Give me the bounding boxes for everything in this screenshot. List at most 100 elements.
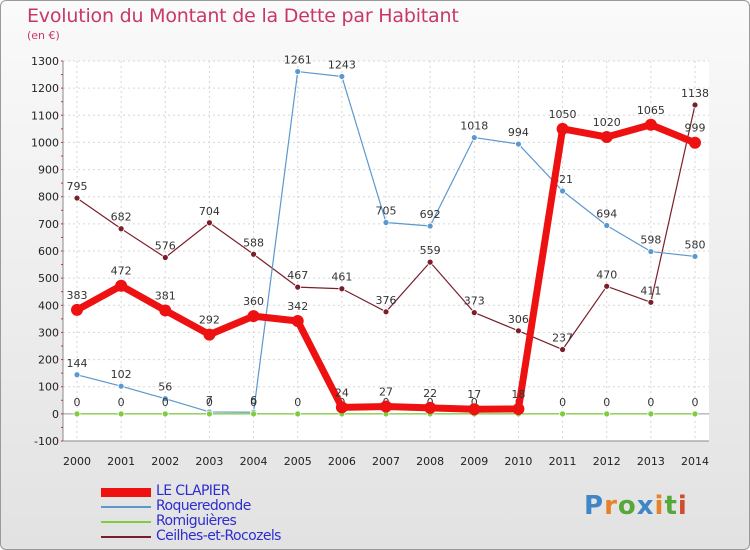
y-tick-label: 1300 bbox=[31, 55, 59, 68]
data-label: 598 bbox=[640, 234, 661, 247]
data-label: 1018 bbox=[460, 120, 488, 133]
data-point bbox=[117, 410, 125, 418]
data-point bbox=[161, 254, 169, 261]
data-point bbox=[247, 310, 260, 323]
legend-swatch bbox=[101, 521, 151, 523]
logo-letter: i bbox=[654, 491, 665, 521]
data-point bbox=[294, 410, 302, 418]
data-point bbox=[691, 101, 699, 109]
x-tick-label: 2009 bbox=[460, 455, 488, 468]
y-tick-label: 700 bbox=[38, 218, 59, 231]
data-point bbox=[644, 118, 657, 131]
data-point bbox=[647, 410, 655, 418]
logo-letter: r bbox=[604, 491, 618, 521]
data-label: 0 bbox=[471, 396, 478, 409]
x-tick-label: 2000 bbox=[63, 455, 91, 468]
data-label: 588 bbox=[243, 236, 264, 249]
data-label: 27 bbox=[379, 386, 393, 399]
data-label: 704 bbox=[199, 205, 220, 218]
data-label: 467 bbox=[287, 269, 308, 282]
data-label: 0 bbox=[692, 396, 699, 409]
data-point bbox=[559, 410, 566, 418]
data-label: 7 bbox=[206, 394, 213, 407]
y-tick-label: 200 bbox=[38, 354, 59, 367]
data-label: 1261 bbox=[284, 54, 312, 67]
data-label: 376 bbox=[376, 294, 397, 307]
y-tick-label: 100 bbox=[38, 381, 59, 394]
data-label: 342 bbox=[287, 300, 308, 313]
y-tick-label: 1200 bbox=[31, 82, 59, 95]
data-point bbox=[689, 136, 701, 149]
data-point bbox=[73, 410, 81, 418]
data-label: 237 bbox=[552, 332, 573, 345]
data-point bbox=[294, 283, 302, 291]
data-point bbox=[424, 401, 437, 414]
data-label: 0 bbox=[162, 396, 169, 409]
data-label: 360 bbox=[243, 295, 264, 308]
data-point bbox=[73, 371, 81, 379]
data-label: 411 bbox=[640, 284, 661, 297]
y-tick-label: 0 bbox=[52, 408, 59, 421]
data-label: 56 bbox=[158, 381, 172, 394]
data-label: 0 bbox=[294, 396, 301, 409]
data-point bbox=[380, 400, 392, 413]
data-point bbox=[470, 309, 478, 317]
data-label: 102 bbox=[111, 368, 132, 381]
y-tick-label: 600 bbox=[38, 245, 59, 258]
legend-label: LE CLAPIER bbox=[156, 483, 230, 499]
y-tick-label: 1100 bbox=[31, 109, 59, 122]
data-label: 0 bbox=[250, 396, 257, 409]
x-tick-label: 2001 bbox=[107, 455, 135, 468]
data-point bbox=[294, 68, 302, 75]
data-point bbox=[556, 122, 569, 135]
data-label: 292 bbox=[199, 314, 220, 327]
data-point bbox=[382, 308, 390, 316]
y-tick-label: 800 bbox=[38, 191, 59, 204]
data-label: 0 bbox=[74, 396, 81, 409]
legend-label: Ceilhes-et-Rocozels bbox=[156, 528, 281, 544]
data-point bbox=[203, 328, 216, 341]
data-label: 373 bbox=[464, 295, 485, 308]
data-label: 999 bbox=[685, 122, 706, 135]
data-point bbox=[117, 225, 125, 233]
data-point bbox=[600, 131, 613, 143]
x-tick-label: 2014 bbox=[681, 455, 709, 468]
data-point bbox=[291, 315, 304, 328]
x-tick-label: 2004 bbox=[240, 455, 268, 468]
data-point bbox=[603, 410, 611, 418]
x-tick-label: 2013 bbox=[637, 455, 665, 468]
data-point bbox=[73, 194, 81, 202]
y-tick-label: 1000 bbox=[31, 136, 59, 149]
data-label: 381 bbox=[155, 289, 176, 302]
data-point bbox=[603, 282, 611, 290]
data-point bbox=[515, 327, 522, 335]
data-label: 1243 bbox=[328, 58, 356, 71]
data-point bbox=[512, 402, 525, 415]
data-label: 0 bbox=[118, 396, 125, 409]
x-tick-label: 2006 bbox=[328, 455, 356, 468]
data-label: 383 bbox=[67, 289, 88, 302]
logo-letter: P bbox=[584, 491, 605, 521]
x-tick-label: 2005 bbox=[284, 455, 312, 468]
data-label: 795 bbox=[67, 180, 88, 193]
y-tick-label: 900 bbox=[38, 164, 59, 177]
data-point bbox=[559, 187, 566, 195]
data-label: 22 bbox=[423, 387, 437, 400]
legend-label: Romiguières bbox=[156, 513, 237, 529]
x-tick-label: 2011 bbox=[549, 455, 577, 468]
data-point bbox=[647, 298, 655, 306]
legend-swatch bbox=[101, 506, 151, 508]
data-label: 0 bbox=[603, 396, 610, 409]
data-point bbox=[161, 410, 169, 418]
data-label: 994 bbox=[508, 126, 529, 139]
data-label: 1065 bbox=[637, 104, 665, 117]
y-tick-label: 300 bbox=[38, 326, 59, 339]
data-label: 0 bbox=[647, 396, 654, 409]
data-label: 576 bbox=[155, 240, 176, 253]
x-tick-label: 2007 bbox=[372, 455, 400, 468]
data-point bbox=[515, 140, 522, 148]
data-label: 580 bbox=[685, 238, 706, 251]
data-point bbox=[161, 395, 169, 403]
data-label: 6 bbox=[250, 394, 257, 407]
